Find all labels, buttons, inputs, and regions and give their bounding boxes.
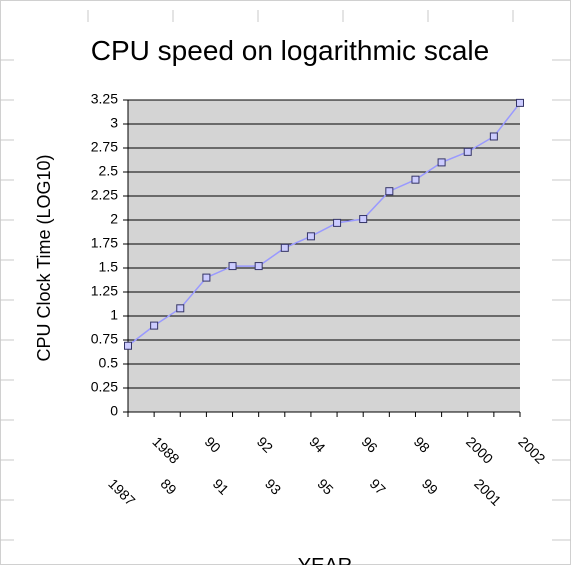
- marker: [280, 243, 289, 252]
- x-tick-label: 2001: [471, 475, 504, 508]
- x-tick-label: 99: [419, 475, 441, 497]
- y-tick-label: 1: [110, 307, 118, 323]
- series-line: [127, 102, 521, 347]
- marker: [202, 273, 211, 282]
- x-tick-label: 92: [254, 433, 276, 455]
- marker: [489, 132, 498, 141]
- x-tick-label: 1988: [149, 433, 182, 466]
- y-tick-label: 2.75: [91, 139, 118, 155]
- y-tick-label: 1.75: [91, 235, 118, 251]
- y-tick-label: 2: [110, 211, 118, 227]
- marker: [411, 175, 420, 184]
- plot-area: [128, 100, 520, 412]
- y-tick-label: 0.5: [99, 355, 119, 371]
- y-tick-label: 0: [110, 403, 118, 419]
- x-tick-label: 2000: [463, 433, 496, 466]
- marker: [437, 158, 446, 167]
- marker: [333, 218, 342, 227]
- x-tick-label: 1987: [105, 475, 138, 508]
- marker: [463, 147, 472, 156]
- marker: [124, 341, 132, 350]
- x-tick-label: 2002: [515, 433, 548, 466]
- x-tick-label: 91: [210, 475, 232, 497]
- x-axis-label: YEAR: [298, 555, 352, 565]
- chart-title: CPU speed on logarithmic scale: [91, 35, 489, 66]
- x-tick-label: 95: [314, 475, 336, 497]
- y-tick-label: 3.25: [91, 91, 118, 107]
- y-tick-label: 1.25: [91, 283, 118, 299]
- y-tick-label: 2.5: [99, 163, 119, 179]
- marker: [176, 304, 185, 313]
- marker: [228, 262, 237, 271]
- x-tick-label: 96: [358, 433, 380, 455]
- y-tick-label: 3: [110, 115, 118, 131]
- marker: [516, 98, 524, 107]
- y-axis-label: CPU Clock Time (LOG10): [34, 154, 54, 361]
- x-tick-label: 90: [202, 433, 224, 455]
- x-tick-label: 98: [411, 433, 433, 455]
- marker: [359, 215, 368, 224]
- marker: [254, 262, 263, 271]
- marker: [306, 232, 315, 241]
- marker: [385, 187, 394, 196]
- y-tick-label: 1.5: [99, 259, 119, 275]
- marker: [150, 321, 159, 330]
- y-tick-label: 0.75: [91, 331, 118, 347]
- x-tick-label: 93: [262, 475, 284, 497]
- y-tick-label: 0.25: [91, 379, 118, 395]
- x-tick-label: 97: [367, 475, 389, 497]
- x-tick-label: 94: [306, 433, 328, 455]
- y-tick-label: 2.25: [91, 187, 118, 203]
- x-tick-label: 89: [158, 475, 180, 497]
